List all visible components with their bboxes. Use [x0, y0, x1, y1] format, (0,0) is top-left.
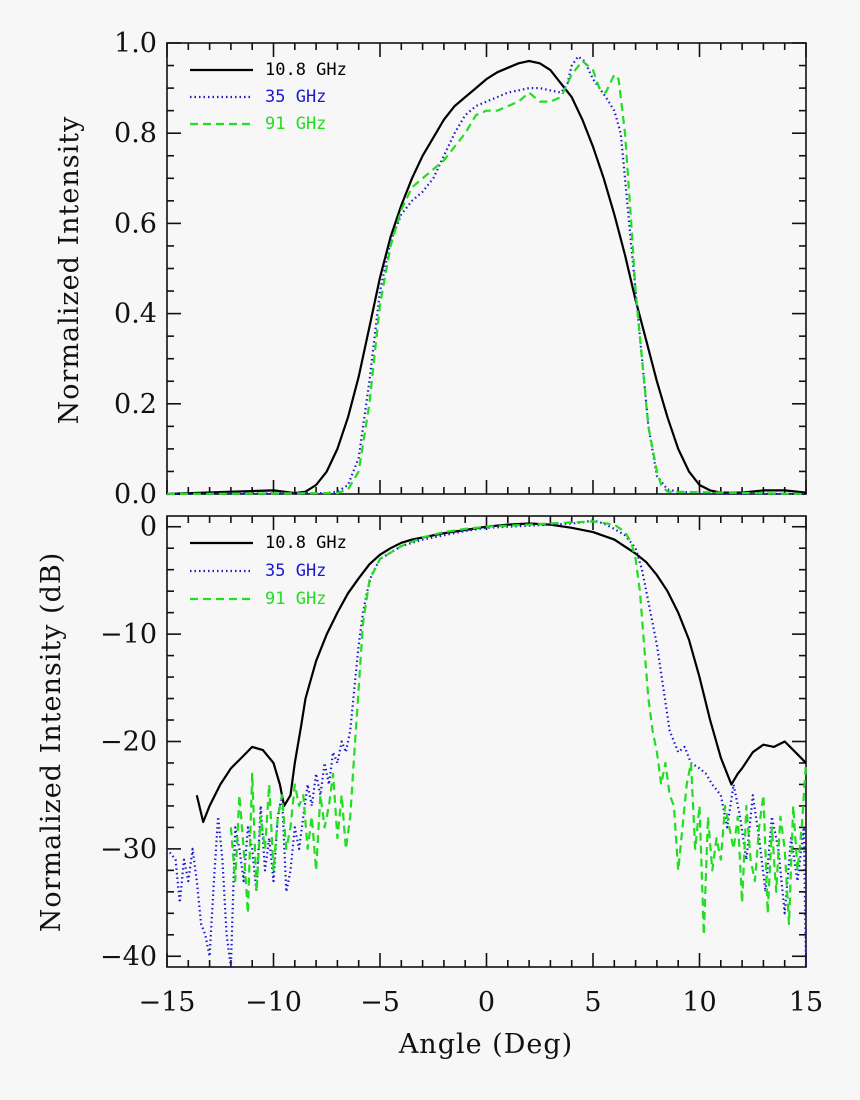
x-tick-label: −5 — [360, 987, 400, 1018]
y-tick-label: 0.4 — [114, 299, 157, 330]
legend-label-10-8-ghz: 10.8 GHz — [265, 60, 347, 80]
y-tick-label: 0.0 — [114, 479, 157, 510]
x-tick-label: −15 — [139, 987, 196, 1018]
legend-label-91-ghz: 91 GHz — [265, 589, 326, 609]
x-tick-label: 15 — [789, 987, 823, 1018]
bottom-plot-frame — [166, 515, 807, 968]
x-tick-label: 0 — [478, 987, 495, 1018]
bottom-y-axis-title: Normalized Intensity (dB) — [36, 552, 67, 932]
y-tick-label: −40 — [100, 941, 157, 972]
y-tick-label: −20 — [100, 727, 157, 758]
series-line-91-ghz — [166, 59, 807, 496]
panel-bottom-db: −15 −10 −5 0 5 10 15 0 −10 −20 −30 −40 Normalized I… — [36, 512, 823, 1060]
legend-label-35-ghz: 35 GHz — [265, 87, 326, 107]
x-axis-title: Angle (Deg) — [398, 1029, 573, 1060]
x-tick-label: −10 — [245, 987, 302, 1018]
x-tick-label: 10 — [682, 987, 716, 1018]
top-tick-group: 0.0 0.2 0.4 0.6 0.8 1.0 — [114, 28, 807, 510]
y-tick-label: 0.2 — [114, 389, 157, 420]
y-tick-label: −10 — [100, 619, 157, 650]
bottom-legend: 10.8 GHz 35 GHz 91 GHz — [190, 533, 347, 609]
top-y-axis-title: Normalized Intensity — [54, 116, 85, 425]
series-line-10-8-ghz — [166, 59, 807, 496]
legend-label-91-ghz: 91 GHz — [265, 114, 326, 134]
legend-label-10-8-ghz: 10.8 GHz — [265, 533, 347, 553]
series-line-35-ghz — [166, 55, 807, 496]
series-line-35-ghz — [166, 519, 808, 969]
y-tick-label: −30 — [100, 834, 157, 865]
y-tick-label: 1.0 — [114, 28, 157, 59]
y-tick-label: 0.8 — [114, 118, 157, 149]
panel-top-linear: 0.00.20.40.60.81.0 Normalized Intensity … — [54, 28, 807, 510]
legend-label-35-ghz: 35 GHz — [265, 561, 326, 581]
top-series-group — [166, 55, 807, 496]
y-tick-label: 0 — [140, 512, 157, 543]
series-line-10-8-ghz — [195, 522, 807, 824]
series-line-91-ghz — [229, 520, 808, 936]
x-tick-label: 5 — [584, 987, 601, 1018]
top-legend: 10.8 GHz 35 GHz 91 GHz — [190, 60, 347, 134]
y-tick-label: 0.6 — [114, 208, 157, 239]
bottom-series-group — [166, 519, 808, 969]
bottom-tick-group: −15 −10 −5 0 5 10 15 0 −10 −20 −30 −40 — [100, 512, 823, 1018]
